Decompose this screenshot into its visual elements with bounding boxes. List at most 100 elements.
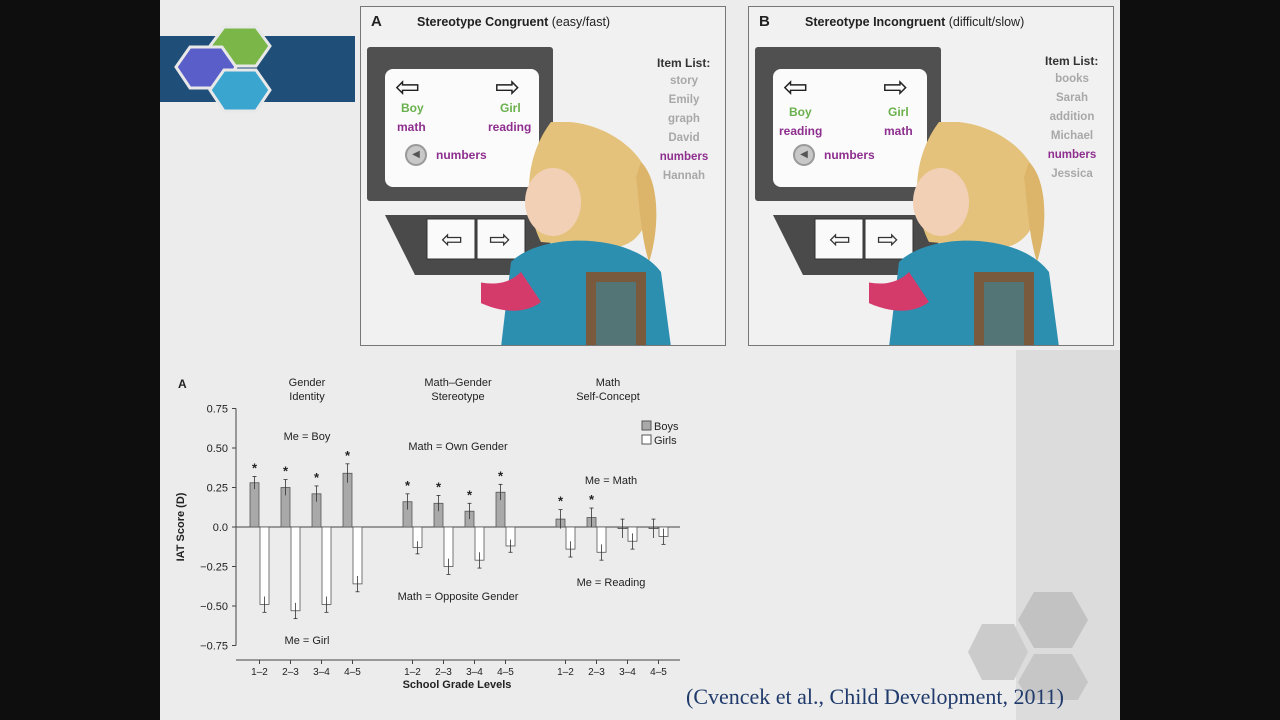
x-tick-label: 2–3 (435, 667, 452, 678)
item-list-entry: books (1055, 73, 1089, 85)
speaker-icon: ◀ (405, 144, 427, 166)
svg-text:⇨: ⇨ (489, 224, 511, 254)
item-list-entry: Michael (1050, 130, 1094, 142)
x-tick-label: 3–4 (313, 667, 330, 678)
significance-marker: * (436, 479, 442, 494)
girls-bar (290, 526, 301, 612)
touch-tablet: ⇦ ⇨ (385, 215, 555, 275)
item-list-entry: graph (668, 113, 700, 125)
right-arrow-icon: ⇨ (495, 71, 521, 104)
x-tick-label: 3–4 (466, 667, 483, 678)
left-arrow-icon: ⇦ (783, 71, 809, 104)
chart-annotation: Math = Own Gender (408, 441, 508, 453)
left-arrow-icon: ⇦ (395, 71, 421, 104)
right-category-word: Girl (500, 101, 521, 115)
significance-marker: * (589, 492, 595, 507)
decorative-hexagons-icon (968, 592, 1088, 700)
citation: (Cvencek et al., Child Development, 2011… (686, 684, 1064, 709)
chart-panel-letter: A (178, 377, 187, 391)
left-category-word: Boy (401, 101, 424, 115)
panel-title: Stereotype Incongruent (difficult/slow) (805, 15, 1024, 29)
x-tick-label: 2–3 (588, 667, 605, 678)
girls-bar (352, 526, 363, 585)
panel-incongruent: B Stereotype Incongruent (difficult/slow… (748, 6, 1114, 346)
x-tick-label: 1–2 (251, 667, 268, 678)
x-tick-label: 4–5 (650, 667, 667, 678)
girls-bar (259, 526, 270, 605)
y-tick-label: −0.50 (200, 601, 228, 613)
group-title: Gender (289, 377, 326, 389)
significance-marker: * (558, 494, 564, 509)
iat-bar-chart: A 0.75 0.50 0.25 0.0 −0.25 −0.50 −0.75 IAT Score… (175, 377, 680, 691)
significance-marker: * (283, 464, 289, 479)
panel-title-rest: (difficult/slow) (945, 15, 1025, 29)
panel-title-rest: (easy/fast) (548, 15, 611, 29)
y-tick-label: 0.0 (213, 522, 228, 534)
x-tick-label: 3–4 (619, 667, 636, 678)
right-arrow-icon: ⇨ (883, 71, 909, 104)
group-title: Self-Concept (576, 391, 640, 403)
panel-title-bold: Stereotype Congruent (417, 15, 549, 29)
significance-marker: * (405, 478, 411, 493)
monitor-screen (773, 69, 927, 187)
panel-title: Stereotype Congruent (easy/fast) (417, 15, 610, 29)
girl-illustration (869, 122, 1059, 345)
chart-annotation: Me = Reading (577, 577, 646, 589)
item-list-entry: story (669, 75, 699, 87)
x-tick-label: 1–2 (404, 667, 421, 678)
panel-letter: B (759, 13, 770, 30)
chart-annotation: Me = Math (585, 475, 637, 487)
stimulus-word: numbers (824, 148, 875, 162)
legend-girls-swatch (641, 434, 652, 445)
svg-text:⇦: ⇦ (441, 224, 463, 254)
legend-boys-swatch (641, 420, 652, 431)
monitor-screen (385, 69, 539, 187)
significance-marker: * (498, 468, 504, 483)
item-list-header: Item List: (657, 56, 711, 70)
x-tick-label: 2–3 (282, 667, 299, 678)
y-tick-label: 0.25 (207, 483, 228, 495)
significance-marker: * (345, 448, 351, 463)
item-list-entry: Jessica (1051, 168, 1093, 180)
significance-marker: * (252, 460, 258, 475)
y-axis-label: IAT Score (D) (175, 492, 187, 561)
touch-tablet: ⇦ ⇨ (773, 215, 943, 275)
girl-illustration (481, 122, 671, 345)
item-list-entry: David (668, 132, 700, 144)
item-list-header: Item List: (1045, 54, 1099, 68)
y-tick-label: −0.25 (200, 562, 228, 574)
item-list-entry: Emily (668, 94, 700, 106)
item-list-entry-highlighted: numbers (659, 151, 709, 163)
chart-annotation: Me = Girl (285, 635, 330, 647)
chart-annotation: Me = Boy (284, 431, 331, 443)
svg-text:⇨: ⇨ (877, 224, 899, 254)
panel-congruent: A Stereotype Congruent (easy/fast) ⇦ ⇨ B… (360, 6, 726, 346)
girls-bar (321, 526, 332, 605)
x-tick-label: 4–5 (344, 667, 361, 678)
item-list-entry: Sarah (1056, 92, 1088, 104)
y-tick-label: 0.75 (207, 404, 228, 416)
item-list-entry: Hannah (662, 170, 706, 182)
boys-bar (249, 482, 260, 528)
right-category-sub: math (884, 124, 913, 138)
panel-title-bold: Stereotype Incongruent (805, 15, 946, 29)
left-category-sub: reading (779, 124, 823, 138)
legend-boys-label: Boys (654, 421, 679, 433)
group-title: Stereotype (431, 391, 484, 403)
chart-annotation: Math = Opposite Gender (398, 591, 519, 603)
x-tick-label: 4–5 (497, 667, 514, 678)
group-title: Math (596, 377, 620, 389)
left-category-word: Boy (789, 105, 812, 119)
left-category-sub: math (397, 120, 426, 134)
significance-marker: * (314, 470, 320, 485)
svg-text:⇦: ⇦ (829, 224, 851, 254)
legend-girls-label: Girls (654, 435, 677, 447)
slide: A Stereotype Congruent (easy/fast) ⇦ ⇨ B… (160, 0, 1120, 720)
x-tick-label: 1–2 (557, 667, 574, 678)
right-category-word: Girl (888, 105, 909, 119)
hexagon-logo-icon (174, 25, 272, 113)
group-title: Identity (289, 391, 325, 403)
significance-marker: * (467, 487, 473, 502)
x-axis-label: School Grade Levels (403, 679, 512, 691)
item-list-entry: addition (1049, 111, 1095, 123)
